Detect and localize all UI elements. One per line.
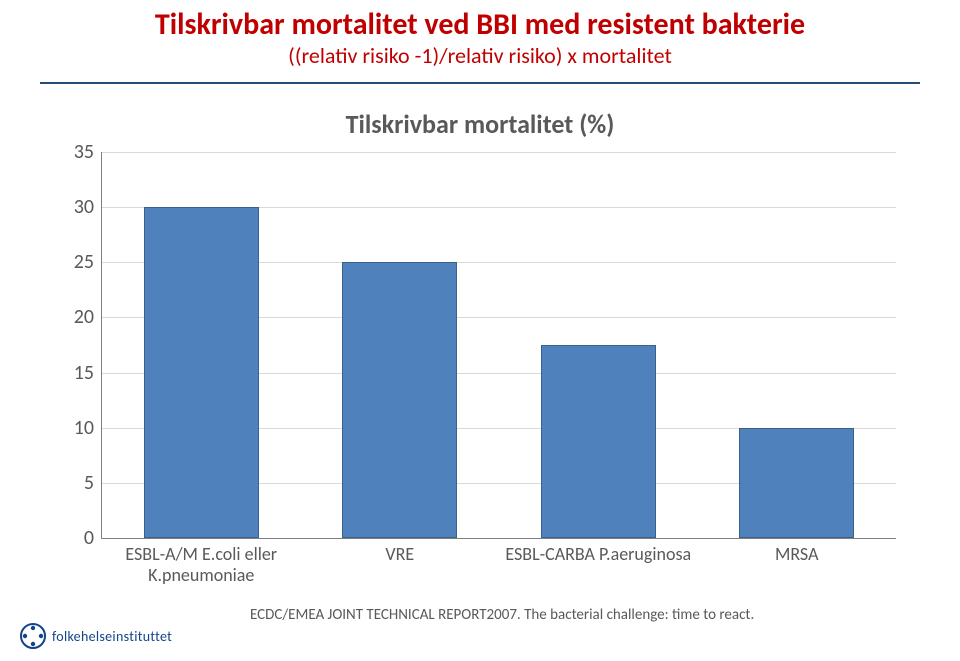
y-tick-label: 30 bbox=[54, 195, 94, 219]
bar bbox=[342, 262, 457, 538]
footnote-citation: ECDC/EMEA JOINT TECHNICAL REPORT2007. Th… bbox=[250, 606, 930, 624]
bar bbox=[739, 428, 854, 538]
x-category-label: ESBL-CARBA P.aeruginosa bbox=[499, 544, 698, 565]
x-category-label: VRE bbox=[301, 544, 500, 565]
y-tick-label: 5 bbox=[54, 471, 94, 495]
slide: Tilskrivbar mortalitet ved BBI med resis… bbox=[0, 0, 960, 661]
fhi-logo-icon bbox=[20, 623, 46, 649]
y-tick-label: 35 bbox=[54, 140, 94, 164]
y-tick-label: 10 bbox=[54, 416, 94, 440]
mortality-bar-chart: Tilskrivbar mortalitet (%) 0510152025303… bbox=[55, 108, 905, 608]
y-tick-label: 0 bbox=[54, 526, 94, 550]
plot-area: 05101520253035ESBL-A/M E.coli eller K.pn… bbox=[101, 152, 896, 539]
bar bbox=[144, 207, 259, 538]
gridline bbox=[102, 152, 896, 153]
chart-title: Tilskrivbar mortalitet (%) bbox=[55, 108, 905, 140]
header-divider bbox=[40, 82, 920, 84]
x-category-label: MRSA bbox=[698, 544, 897, 565]
y-tick-label: 15 bbox=[54, 361, 94, 385]
bar bbox=[541, 345, 656, 538]
x-category-label: ESBL-A/M E.coli eller K.pneumoniae bbox=[102, 544, 301, 585]
fhi-logo: folkehelseinstituttet bbox=[20, 623, 172, 649]
y-tick-label: 25 bbox=[54, 250, 94, 274]
fhi-logo-text: folkehelseinstituttet bbox=[52, 628, 172, 645]
y-tick-label: 20 bbox=[54, 305, 94, 329]
slide-subtitle: ((relativ risiko -1)/relativ risiko) x m… bbox=[0, 44, 960, 68]
slide-title: Tilskrivbar mortalitet ved BBI med resis… bbox=[0, 8, 960, 41]
